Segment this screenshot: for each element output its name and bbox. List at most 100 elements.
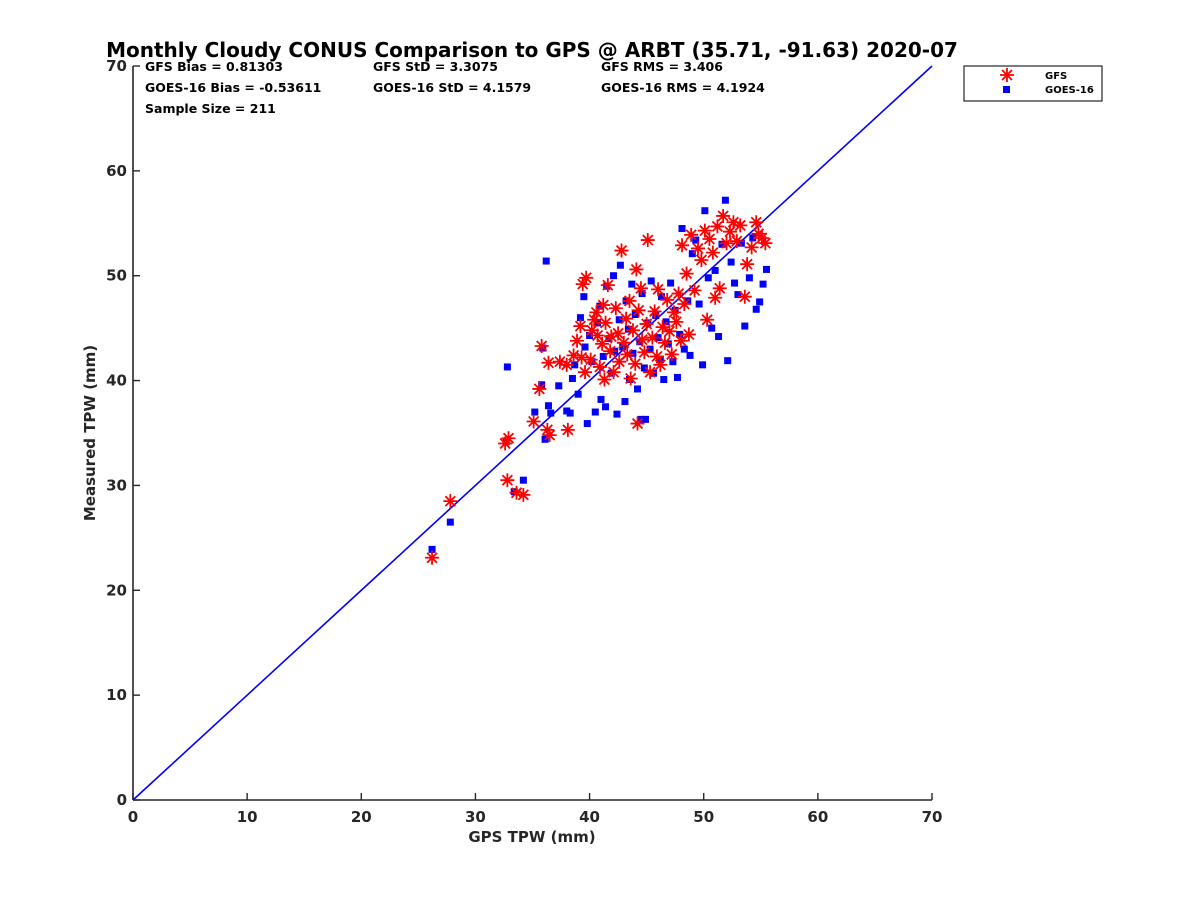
gfs-point [754, 230, 769, 245]
legend-gfs-asterisk [1000, 68, 1014, 82]
gfs-point [655, 320, 670, 335]
goes16-point [711, 266, 719, 274]
gfs-point [534, 338, 549, 353]
gfs-point [560, 422, 575, 437]
sample-size-text: Sample Size = 211 [145, 101, 276, 116]
x-tick-label: 0 [128, 808, 138, 826]
gfs-point [559, 357, 574, 372]
goes16-point [649, 369, 657, 377]
gfs-point [509, 485, 524, 500]
gfs-point [673, 333, 688, 348]
goes16-point [701, 207, 709, 215]
goes16-point [428, 545, 436, 553]
gfs-point [657, 335, 672, 350]
goes16-point [660, 376, 668, 384]
gfs-point [443, 494, 458, 509]
gfs-point [541, 355, 556, 370]
gfs-point [592, 359, 607, 374]
gfs-std-text: GFS StD = 3.3075 [373, 59, 498, 74]
goes16-point [566, 409, 574, 417]
x-tick-label: 10 [237, 808, 258, 826]
x-tick-label: 40 [579, 808, 600, 826]
gfs-point [749, 215, 764, 230]
goes16-point [715, 333, 723, 341]
goes16-point [634, 385, 642, 393]
goes-std-text: GOES-16 StD = 4.1579 [373, 80, 531, 95]
gfs-point [595, 336, 610, 351]
goes16-point [704, 274, 712, 282]
goes16-point [586, 331, 594, 339]
gfs-point [705, 245, 720, 260]
goes16-point [642, 415, 650, 423]
goes16-point [596, 302, 604, 310]
x-tick-label: 60 [807, 808, 828, 826]
gfs-point [589, 305, 604, 320]
gfs-point [733, 218, 748, 233]
goes16-point [638, 290, 646, 298]
x-tick-label: 50 [693, 808, 714, 826]
gfs-point [677, 297, 692, 312]
gfs-point [578, 365, 593, 380]
legend-gfs-marker [1000, 68, 1014, 82]
goes16-point [544, 402, 552, 410]
y-axis-label: Measured TPW (mm) [81, 345, 99, 521]
gfs-point [608, 301, 623, 316]
gfs-point [708, 290, 723, 305]
chart-title: Monthly Cloudy CONUS Comparison to GPS @… [106, 38, 958, 62]
y-ticks: 0 10 20 30 40 50 60 70 [106, 57, 140, 809]
gfs-point [623, 371, 638, 386]
goes16-point [662, 318, 670, 326]
gfs-point [712, 281, 727, 296]
gfs-rms-text: GFS RMS = 3.406 [601, 59, 723, 74]
gfs-point [631, 303, 646, 318]
goes16-point [752, 305, 760, 313]
goes16-point [597, 395, 605, 403]
goes16-point [688, 250, 696, 258]
gfs-point [573, 319, 588, 334]
gfs-point [662, 324, 677, 339]
goes16-point [669, 358, 677, 366]
gfs-point [637, 345, 652, 360]
gfs-point [726, 215, 741, 230]
gfs-point [570, 333, 585, 348]
gfs-point [645, 330, 660, 345]
goes16-point [446, 518, 454, 526]
gfs-point [629, 262, 644, 277]
y-tick-label: 50 [106, 267, 127, 285]
goes16-point [686, 351, 694, 359]
gfs-point [697, 223, 712, 238]
gfs-point [664, 347, 679, 362]
goes16-point [576, 314, 584, 322]
goes16-point [574, 390, 582, 398]
gfs-point [653, 357, 668, 372]
x-tick-label: 30 [465, 808, 486, 826]
goes16-point [676, 330, 684, 338]
gfs-point [566, 348, 581, 363]
one-to-one-reference-line [132, 65, 933, 801]
goes16-point [583, 420, 591, 428]
gfs-point [675, 238, 690, 253]
legend-gfs-label: GFS [1045, 71, 1067, 82]
x-axis-label: GPS TPW (mm) [468, 828, 595, 846]
goes16-point [538, 381, 546, 389]
gfs-point [671, 286, 686, 301]
goes16-point [680, 345, 688, 353]
gfs-point [681, 327, 696, 342]
goes16-point [749, 234, 757, 242]
goes16-point [762, 265, 770, 273]
goes16-point [615, 316, 623, 324]
gfs-point [622, 293, 637, 308]
gfs-point [597, 372, 612, 387]
goes16-point [724, 357, 732, 365]
gfs-point [590, 328, 605, 343]
gfs-point [542, 428, 557, 443]
goes16-point [640, 364, 648, 372]
goes16-point [756, 298, 764, 306]
gfs-point [647, 304, 662, 319]
gfs-point [612, 354, 627, 369]
legend: GFS GOES-16 [963, 65, 1103, 102]
gfs-point [635, 332, 650, 347]
gfs-point [620, 347, 635, 362]
goes16-point [664, 340, 672, 348]
gfs-point [596, 298, 611, 313]
